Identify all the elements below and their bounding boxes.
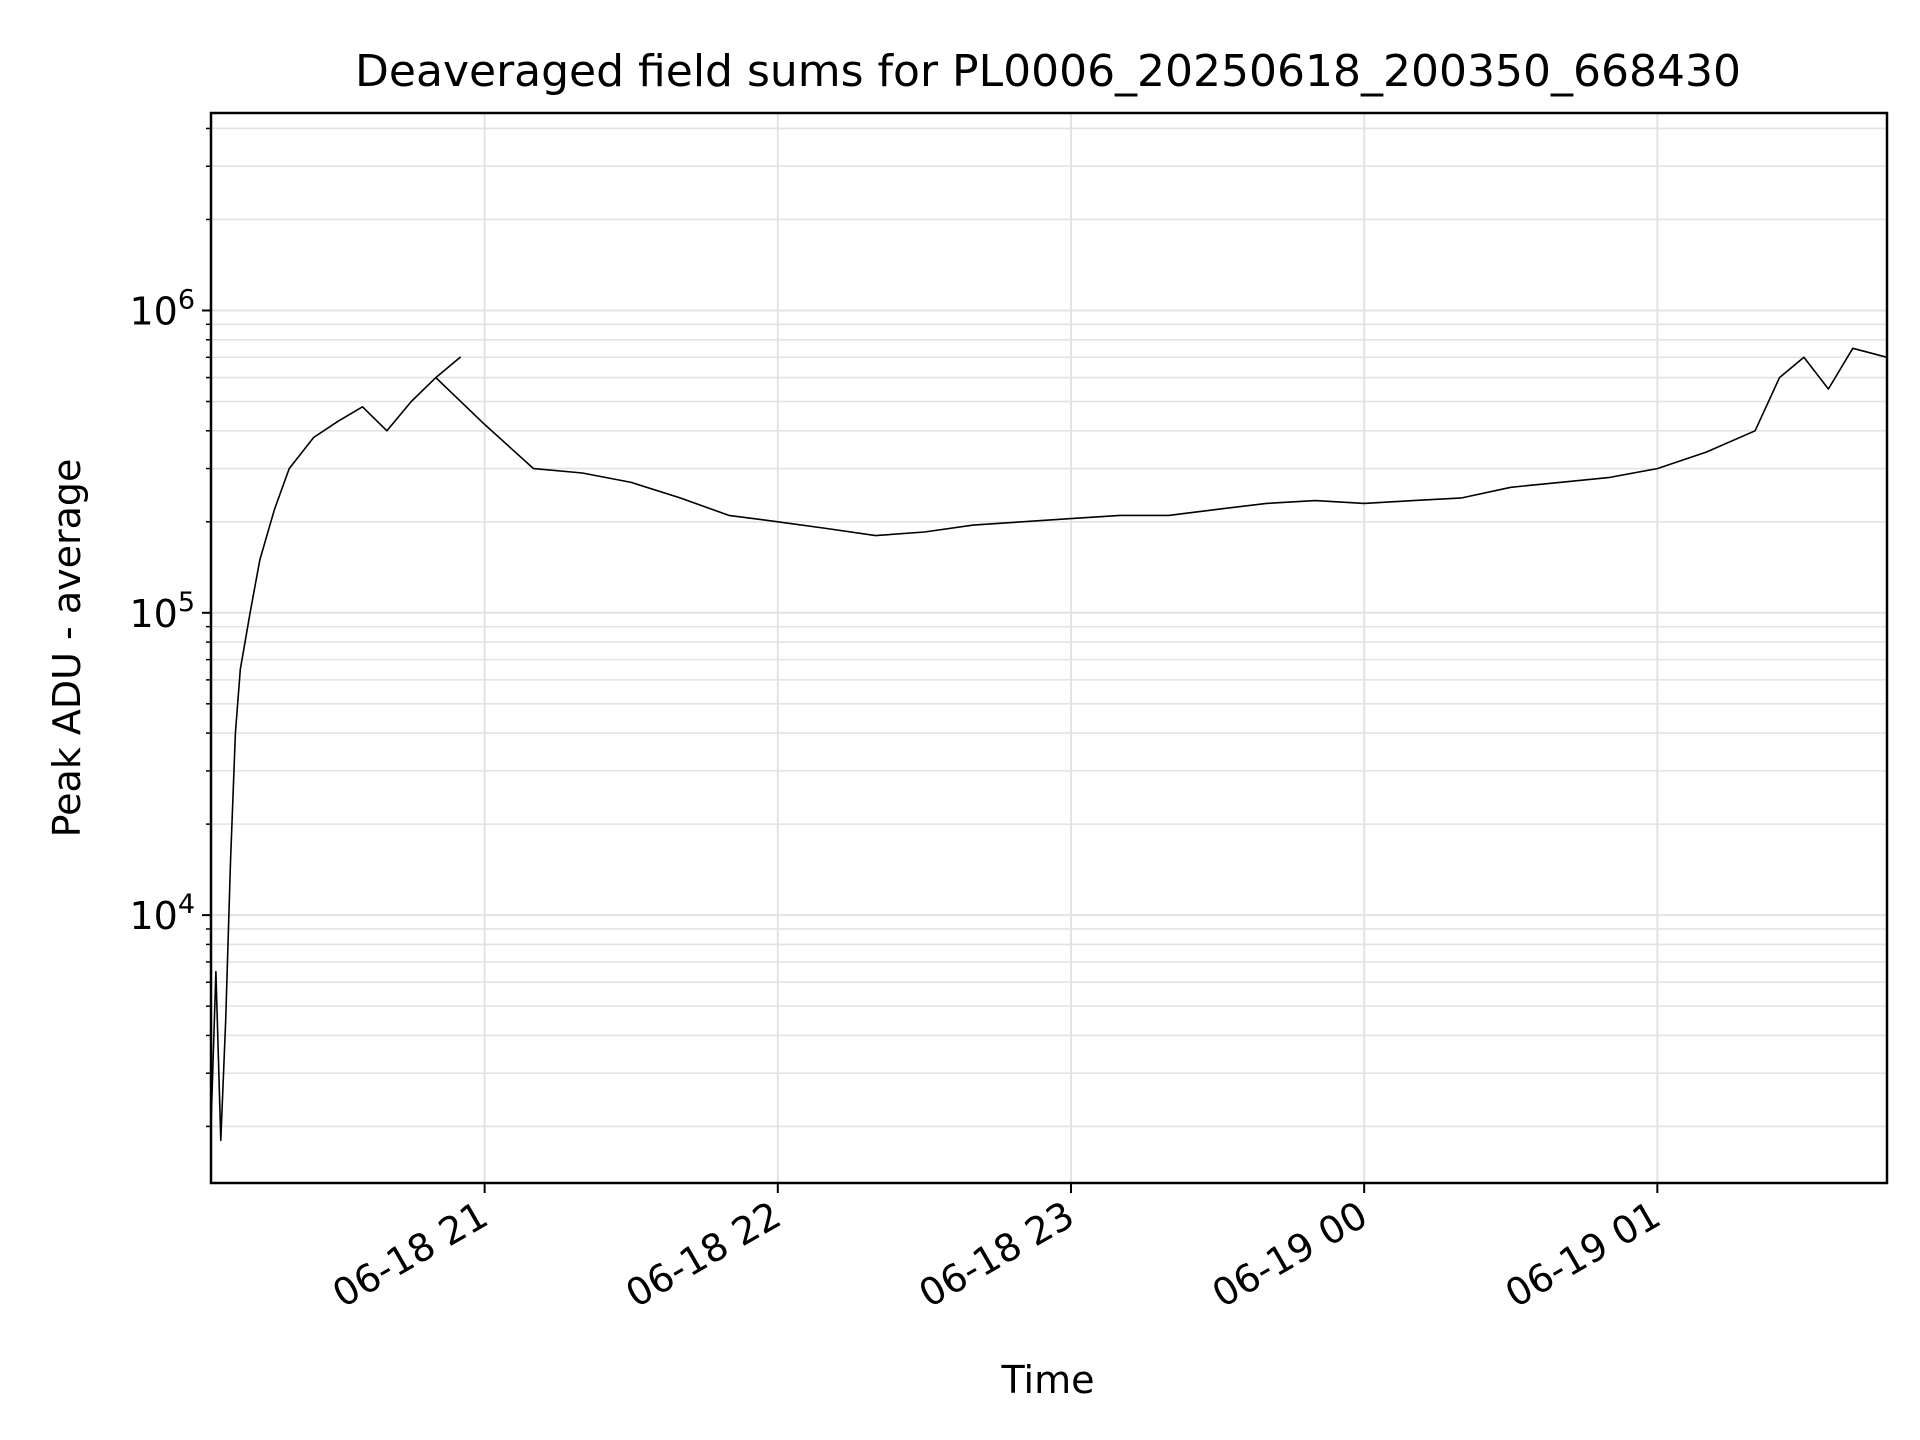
- y-tick-label: 106: [129, 284, 195, 333]
- x-axis-label: Time: [1001, 1358, 1095, 1402]
- plot-frame: [209, 111, 1889, 1185]
- y-tick-label: 104: [129, 889, 195, 938]
- y-tick-label: 105: [129, 587, 195, 636]
- series-line: [210, 347, 1888, 1142]
- grid: [211, 113, 1887, 1183]
- y-axis-label: Peak ADU - average: [45, 459, 89, 838]
- chart-title: Deaveraged field sums for PL0006_2025061…: [355, 46, 1741, 97]
- series-layer: [210, 347, 1888, 1142]
